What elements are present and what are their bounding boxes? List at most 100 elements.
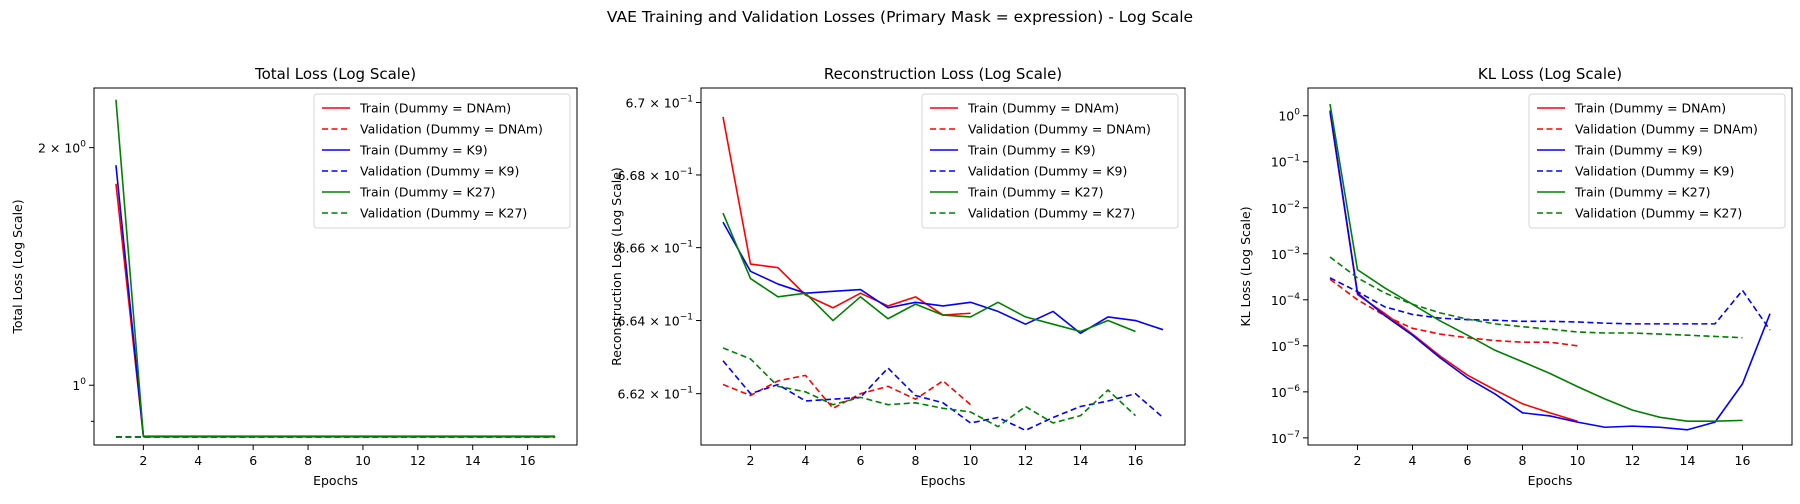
series-line-2 bbox=[1329, 278, 1578, 347]
legend-item: Validation (Dummy = DNAm) bbox=[930, 122, 1151, 137]
legend-item: Train (Dummy = DNAm) bbox=[1537, 101, 1726, 116]
x-tick-label: 8 bbox=[912, 453, 920, 468]
x-axis-label: Epochs bbox=[313, 473, 358, 488]
chart-panel-2: Reconstruction Loss (Log Scale) 2 4 6 8 10 12 1… bbox=[609, 65, 1186, 488]
y-axis-label: KL Loss (Log Scale) bbox=[1238, 206, 1253, 326]
y-tick-exponent: 0 bbox=[80, 140, 86, 150]
x-tick-label: 12 bbox=[1625, 453, 1641, 468]
series-line-3 bbox=[1329, 110, 1771, 431]
legend-item: Validation (Dummy = K27) bbox=[322, 206, 527, 221]
legend-item: Validation (Dummy = K27) bbox=[1537, 206, 1742, 221]
y-tick-label: 6.66 × 10−1 bbox=[618, 240, 693, 256]
legend-label: Train (Dummy = DNAm) bbox=[359, 101, 511, 116]
x-tick-label: 10 bbox=[1570, 453, 1586, 468]
legend-label: Train (Dummy = K9) bbox=[1574, 143, 1703, 158]
legend-item: Train (Dummy = DNAm) bbox=[322, 101, 511, 116]
x-tick-label: 14 bbox=[1073, 453, 1089, 468]
series-line-1 bbox=[722, 116, 971, 316]
y-tick-exponent: −1 bbox=[1287, 154, 1300, 164]
chart-panel-3: KL Loss (Log Scale)2 4 6 8 10 12 14 16Epochs10−… bbox=[1238, 65, 1793, 488]
legend-item: Train (Dummy = K27) bbox=[930, 185, 1104, 200]
x-tick-label: 6 bbox=[857, 453, 865, 468]
panels: Total Loss (Log Scale) 2 4 6 8 10 12 14 16 Epochs… bbox=[10, 65, 1793, 488]
y-axis-label: Total Loss (Log Scale) bbox=[10, 199, 25, 334]
chart-title: KL Loss (Log Scale) bbox=[1478, 65, 1622, 83]
legend: Train (Dummy = DNAm) Validation (Dummy = … bbox=[921, 93, 1179, 229]
y-tick-base: 6.62 × 10 bbox=[618, 387, 680, 402]
y-tick-exponent: −1 bbox=[680, 94, 693, 104]
y-tick-exponent: −1 bbox=[680, 313, 693, 323]
y-axis: 102 × 100 bbox=[38, 140, 94, 422]
y-tick-label: 10−4 bbox=[1271, 292, 1300, 308]
y-axis: 6.62 × 10−16.64 × 10−16.66 × 10−16.68 × … bbox=[618, 94, 701, 402]
y-tick-base: 10 bbox=[1271, 247, 1287, 262]
series-line-5 bbox=[722, 212, 1136, 333]
x-tick-label: 6 bbox=[249, 453, 257, 468]
y-tick-exponent: −1 bbox=[680, 386, 693, 396]
legend-item: Validation (Dummy = K9) bbox=[1537, 164, 1734, 179]
y-tick-exponent: 0 bbox=[80, 377, 86, 387]
y-tick-base: 10 bbox=[1271, 385, 1287, 400]
x-tick-label: 10 bbox=[355, 453, 371, 468]
x-axis: 2 4 6 8 10 12 14 16 bbox=[1354, 445, 1750, 468]
legend-item: Train (Dummy = K9) bbox=[322, 143, 488, 158]
y-tick-exponent: −1 bbox=[680, 240, 693, 250]
y-tick-base: 6.64 × 10 bbox=[618, 314, 680, 329]
legend-label: Validation (Dummy = DNAm) bbox=[1575, 122, 1758, 137]
x-axis-label: Epochs bbox=[921, 473, 966, 488]
x-tick-label: 8 bbox=[1519, 453, 1527, 468]
legend-item: Train (Dummy = K9) bbox=[930, 143, 1096, 158]
legend-label: Train (Dummy = K27) bbox=[359, 185, 496, 200]
figure-title: VAE Training and Validation Losses (Prim… bbox=[607, 8, 1193, 26]
y-tick-label: 6.62 × 10−1 bbox=[618, 386, 693, 402]
legend-label: Validation (Dummy = K27) bbox=[968, 206, 1135, 221]
series-line-4 bbox=[722, 360, 1164, 432]
series-line-5 bbox=[1329, 103, 1743, 423]
x-tick-label: 4 bbox=[194, 453, 202, 468]
y-axis-label: Reconstruction Loss (Log Scale) bbox=[609, 167, 624, 366]
x-tick-label: 12 bbox=[1018, 453, 1034, 468]
axes-frame bbox=[700, 87, 1186, 446]
y-tick-label: 6.68 × 10−1 bbox=[618, 167, 693, 183]
y-tick-exponent: −1 bbox=[680, 167, 693, 177]
legend-label: Train (Dummy = K9) bbox=[359, 143, 488, 158]
y-tick-label: 10−6 bbox=[1271, 384, 1300, 400]
y-tick-exponent: −7 bbox=[1287, 430, 1300, 440]
legend-item: Validation (Dummy = K9) bbox=[322, 164, 519, 179]
x-tick-label: 14 bbox=[1680, 453, 1696, 468]
axes-frame bbox=[93, 87, 578, 446]
y-tick-label: 10−5 bbox=[1271, 338, 1300, 354]
axes-frame bbox=[1307, 87, 1793, 446]
x-tick-label: 4 bbox=[1409, 453, 1417, 468]
chart-title: Reconstruction Loss (Log Scale) bbox=[824, 65, 1062, 83]
y-tick-exponent: 0 bbox=[1294, 108, 1300, 118]
y-tick-label: 10−3 bbox=[1271, 246, 1300, 262]
y-tick-base: 10 bbox=[1271, 155, 1287, 170]
legend-box bbox=[313, 93, 571, 229]
x-axis: 2 4 6 8 10 12 14 16 bbox=[747, 445, 1143, 468]
y-tick-exponent: −6 bbox=[1287, 384, 1301, 394]
y-tick-exponent: −4 bbox=[1287, 292, 1301, 302]
y-tick-label: 6.64 × 10−1 bbox=[618, 313, 693, 329]
y-tick-exponent: −3 bbox=[1287, 246, 1300, 256]
y-tick-base: 2 × 10 bbox=[38, 141, 80, 156]
series-lines bbox=[1329, 103, 1771, 431]
x-tick-label: 16 bbox=[520, 453, 536, 468]
series-line-4 bbox=[1329, 277, 1771, 331]
legend-item: Validation (Dummy = DNAm) bbox=[1537, 122, 1758, 137]
y-tick-exponent: −5 bbox=[1287, 338, 1300, 348]
legend-label: Validation (Dummy = K27) bbox=[1575, 206, 1742, 221]
legend-label: Validation (Dummy = K9) bbox=[360, 164, 519, 179]
y-tick-label: 10−7 bbox=[1271, 430, 1300, 446]
legend-item: Validation (Dummy = K27) bbox=[930, 206, 1135, 221]
legend-label: Train (Dummy = K27) bbox=[1574, 185, 1711, 200]
legend-box bbox=[921, 93, 1179, 229]
x-tick-label: 2 bbox=[139, 453, 147, 468]
legend-label: Train (Dummy = K9) bbox=[967, 143, 1096, 158]
y-tick-base: 6.68 × 10 bbox=[618, 168, 680, 183]
y-tick-base: 10 bbox=[1278, 109, 1294, 124]
y-tick-label: 2 × 100 bbox=[38, 140, 86, 156]
